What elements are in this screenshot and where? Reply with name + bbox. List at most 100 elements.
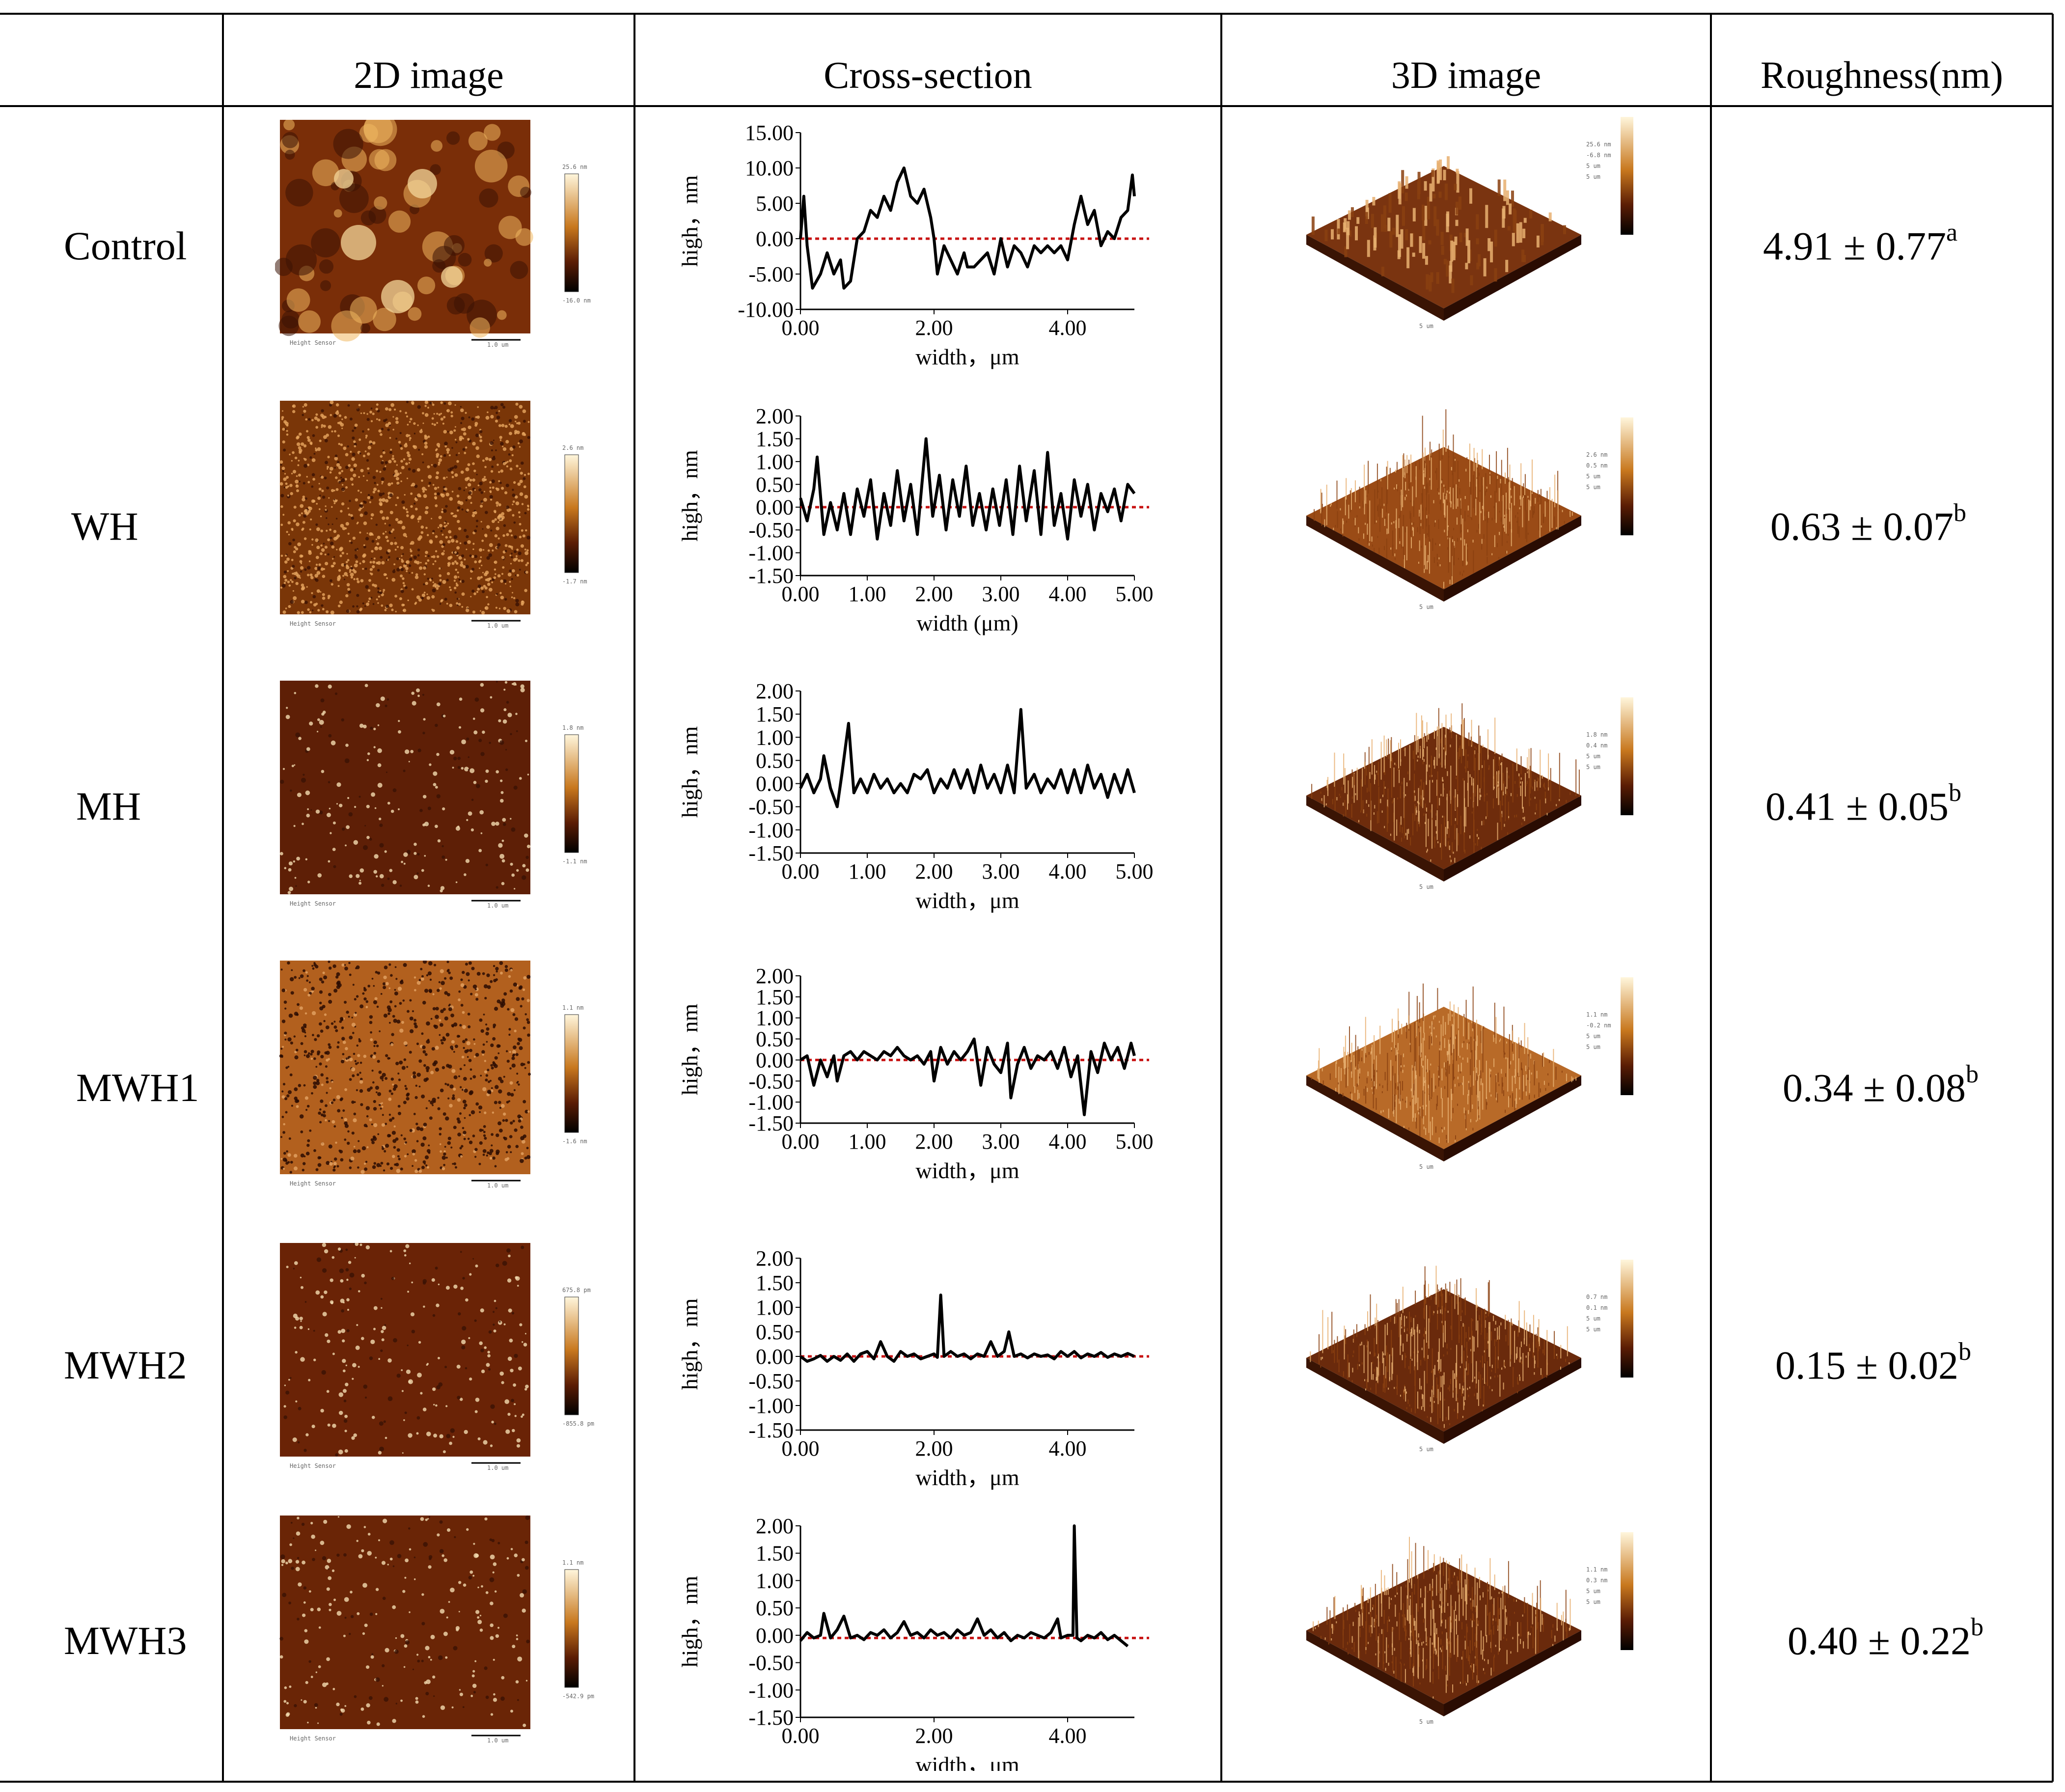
scale-label: 0.7 nm bbox=[1586, 1294, 1607, 1300]
y-tick-label: -1.00 bbox=[748, 818, 794, 842]
x-tick-label: 5.00 bbox=[1116, 1130, 1154, 1154]
y-tick-label: 0.50 bbox=[756, 1320, 794, 1344]
x-tick-label: 0.00 bbox=[782, 1436, 820, 1461]
significance-letter: b bbox=[1971, 1613, 1984, 1641]
x-axis-label: width，μm bbox=[915, 344, 1019, 369]
y-tick-label: 1.00 bbox=[756, 1569, 794, 1593]
scale-label: 5 um bbox=[1586, 1326, 1600, 1333]
profile-line bbox=[799, 437, 1136, 541]
y-tick-label: -1.00 bbox=[748, 1394, 794, 1418]
y-tick-label: 1.50 bbox=[756, 702, 794, 726]
y-tick-label: -10.00 bbox=[738, 298, 794, 322]
axis-label: 5 um bbox=[1419, 323, 1433, 330]
row-label: MWH3 bbox=[64, 1618, 187, 1663]
cross-section-chart: 2.001.501.000.500.00-0.50-1.00-1.500.00 2… bbox=[677, 1246, 1149, 1490]
y-tick-label: 5.00 bbox=[756, 192, 794, 216]
scale-label: 5 um bbox=[1586, 753, 1600, 760]
color-scale-min: -1.6 nm bbox=[562, 1138, 587, 1145]
header-3d-image: 3D image bbox=[1391, 54, 1542, 96]
surface-spikes bbox=[1311, 703, 1580, 864]
y-tick-label: 2.00 bbox=[756, 964, 794, 988]
x-tick-label: 4.00 bbox=[1049, 1436, 1087, 1461]
roughness-mean-sd: 0.34 ± 0.08 bbox=[1783, 1065, 1966, 1110]
y-tick-label: 1.00 bbox=[756, 725, 794, 749]
roughness-value: 0.34 ± 0.08b bbox=[1783, 1060, 1979, 1111]
y-tick-label: 0.00 bbox=[756, 496, 794, 520]
y-tick-label: -1.50 bbox=[748, 841, 794, 865]
y-tick-label: -5.00 bbox=[748, 262, 794, 286]
y-tick-label: -1.50 bbox=[748, 1418, 794, 1442]
color-scale-bar bbox=[564, 1569, 579, 1688]
x-tick-label: 0.00 bbox=[782, 859, 820, 883]
y-tick-label: -0.50 bbox=[748, 1369, 794, 1393]
profile-line bbox=[799, 1524, 1129, 1648]
x-axis-label: width，μm bbox=[915, 1158, 1019, 1183]
row-label: MWH1 bbox=[76, 1065, 199, 1110]
scale-label: 5 um bbox=[1586, 1588, 1600, 1595]
afm-3d-image: 1.1 nm 0.3 nm 5 um 5 um 5 um bbox=[1306, 1532, 1633, 1725]
roughness-value: 0.41 ± 0.05b bbox=[1765, 779, 1961, 829]
afm-2d-image: 25.6 nm -16.0 nm Height Sensor 1.0 um bbox=[275, 120, 591, 348]
y-tick-label: -1.50 bbox=[748, 564, 794, 588]
surface-spikes bbox=[1314, 409, 1573, 588]
axis-label: 5 um bbox=[1419, 1163, 1433, 1170]
roughness-value: 0.40 ± 0.22b bbox=[1788, 1613, 1983, 1664]
y-tick-label: 0.50 bbox=[756, 1027, 794, 1051]
scale-bar-label: 1.0 um bbox=[487, 1464, 508, 1471]
x-tick-label: 1.00 bbox=[849, 1130, 886, 1154]
profile-line bbox=[799, 708, 1136, 808]
afm-2d-image: 1.1 nm -1.6 nm Height Sensor 1.0 um bbox=[279, 961, 587, 1189]
y-axis-label: high，nm bbox=[677, 450, 702, 542]
y-tick-label: 1.50 bbox=[756, 985, 794, 1009]
color-scale-min: -1.7 nm bbox=[562, 578, 587, 585]
significance-letter: b bbox=[1966, 1060, 1979, 1088]
roughness-mean-sd: 0.15 ± 0.02 bbox=[1775, 1342, 1959, 1387]
color-scale-min: -16.0 nm bbox=[562, 297, 591, 304]
x-tick-label: 1.00 bbox=[849, 859, 886, 883]
scale-label: 1.1 nm bbox=[1586, 1011, 1607, 1018]
surface-spikes bbox=[1313, 1537, 1571, 1699]
surface-spikes bbox=[1310, 1266, 1570, 1428]
scale-bar-label: 1.0 um bbox=[487, 902, 508, 909]
scale-bar-label: 1.0 um bbox=[487, 1737, 508, 1744]
afm-features bbox=[275, 120, 533, 342]
x-tick-label: 3.00 bbox=[982, 582, 1020, 606]
x-tick-label: 3.00 bbox=[982, 1130, 1020, 1154]
roughness-mean-sd: 0.41 ± 0.05 bbox=[1765, 784, 1949, 829]
x-tick-label: 0.00 bbox=[782, 1724, 820, 1748]
afm-3d-image: 1.1 nm -0.2 nm 5 um 5 um 5 um bbox=[1306, 977, 1633, 1170]
color-scale-max: 25.6 nm bbox=[562, 164, 587, 170]
afm-surface bbox=[280, 681, 530, 894]
surface-spikes bbox=[1311, 156, 1566, 293]
color-scale-min: -542.9 pm bbox=[562, 1693, 594, 1700]
y-tick-label: -0.50 bbox=[748, 795, 794, 819]
afm-features bbox=[279, 961, 531, 1174]
y-tick-label: 0.50 bbox=[756, 1596, 794, 1620]
x-tick-label: 4.00 bbox=[1049, 582, 1087, 606]
x-tick-label: 2.00 bbox=[915, 1436, 953, 1461]
afm-2d-image: 1.1 nm -542.9 pm Height Sensor 1.0 um bbox=[279, 1516, 594, 1744]
roughness-mean-sd: 4.91 ± 0.77 bbox=[1763, 223, 1947, 269]
y-tick-label: 0.50 bbox=[756, 472, 794, 496]
scale-label: 1.1 nm bbox=[1586, 1566, 1607, 1573]
y-axis-label: high，nm bbox=[677, 1576, 702, 1668]
afm-surface bbox=[280, 1516, 530, 1729]
scale-label: 5 um bbox=[1586, 473, 1600, 480]
scale-label: -6.8 nm bbox=[1586, 152, 1611, 159]
y-tick-label: 2.00 bbox=[756, 679, 794, 703]
afm-features bbox=[283, 1243, 529, 1457]
roughness-value: 4.91 ± 0.77a bbox=[1763, 219, 1957, 269]
scale-label: 5 um bbox=[1586, 484, 1600, 491]
scale-label: 1.8 nm bbox=[1586, 731, 1607, 738]
scale-label: 5 um bbox=[1586, 1315, 1600, 1322]
x-tick-label: 2.00 bbox=[915, 316, 953, 340]
y-tick-label: 0.00 bbox=[756, 1345, 794, 1369]
y-tick-label: -1.50 bbox=[748, 1111, 794, 1135]
image-caption: Height Sensor bbox=[290, 339, 336, 346]
cross-section-chart: 2.001.501.000.500.00-0.50-1.00-1.500.00 1… bbox=[677, 964, 1154, 1183]
profile-line bbox=[799, 166, 1136, 290]
axis-label: 5 um bbox=[1419, 1446, 1433, 1453]
y-tick-label: 2.00 bbox=[756, 1514, 794, 1538]
row-label: MH bbox=[76, 784, 141, 828]
axis-label: 5 um bbox=[1419, 1718, 1433, 1725]
